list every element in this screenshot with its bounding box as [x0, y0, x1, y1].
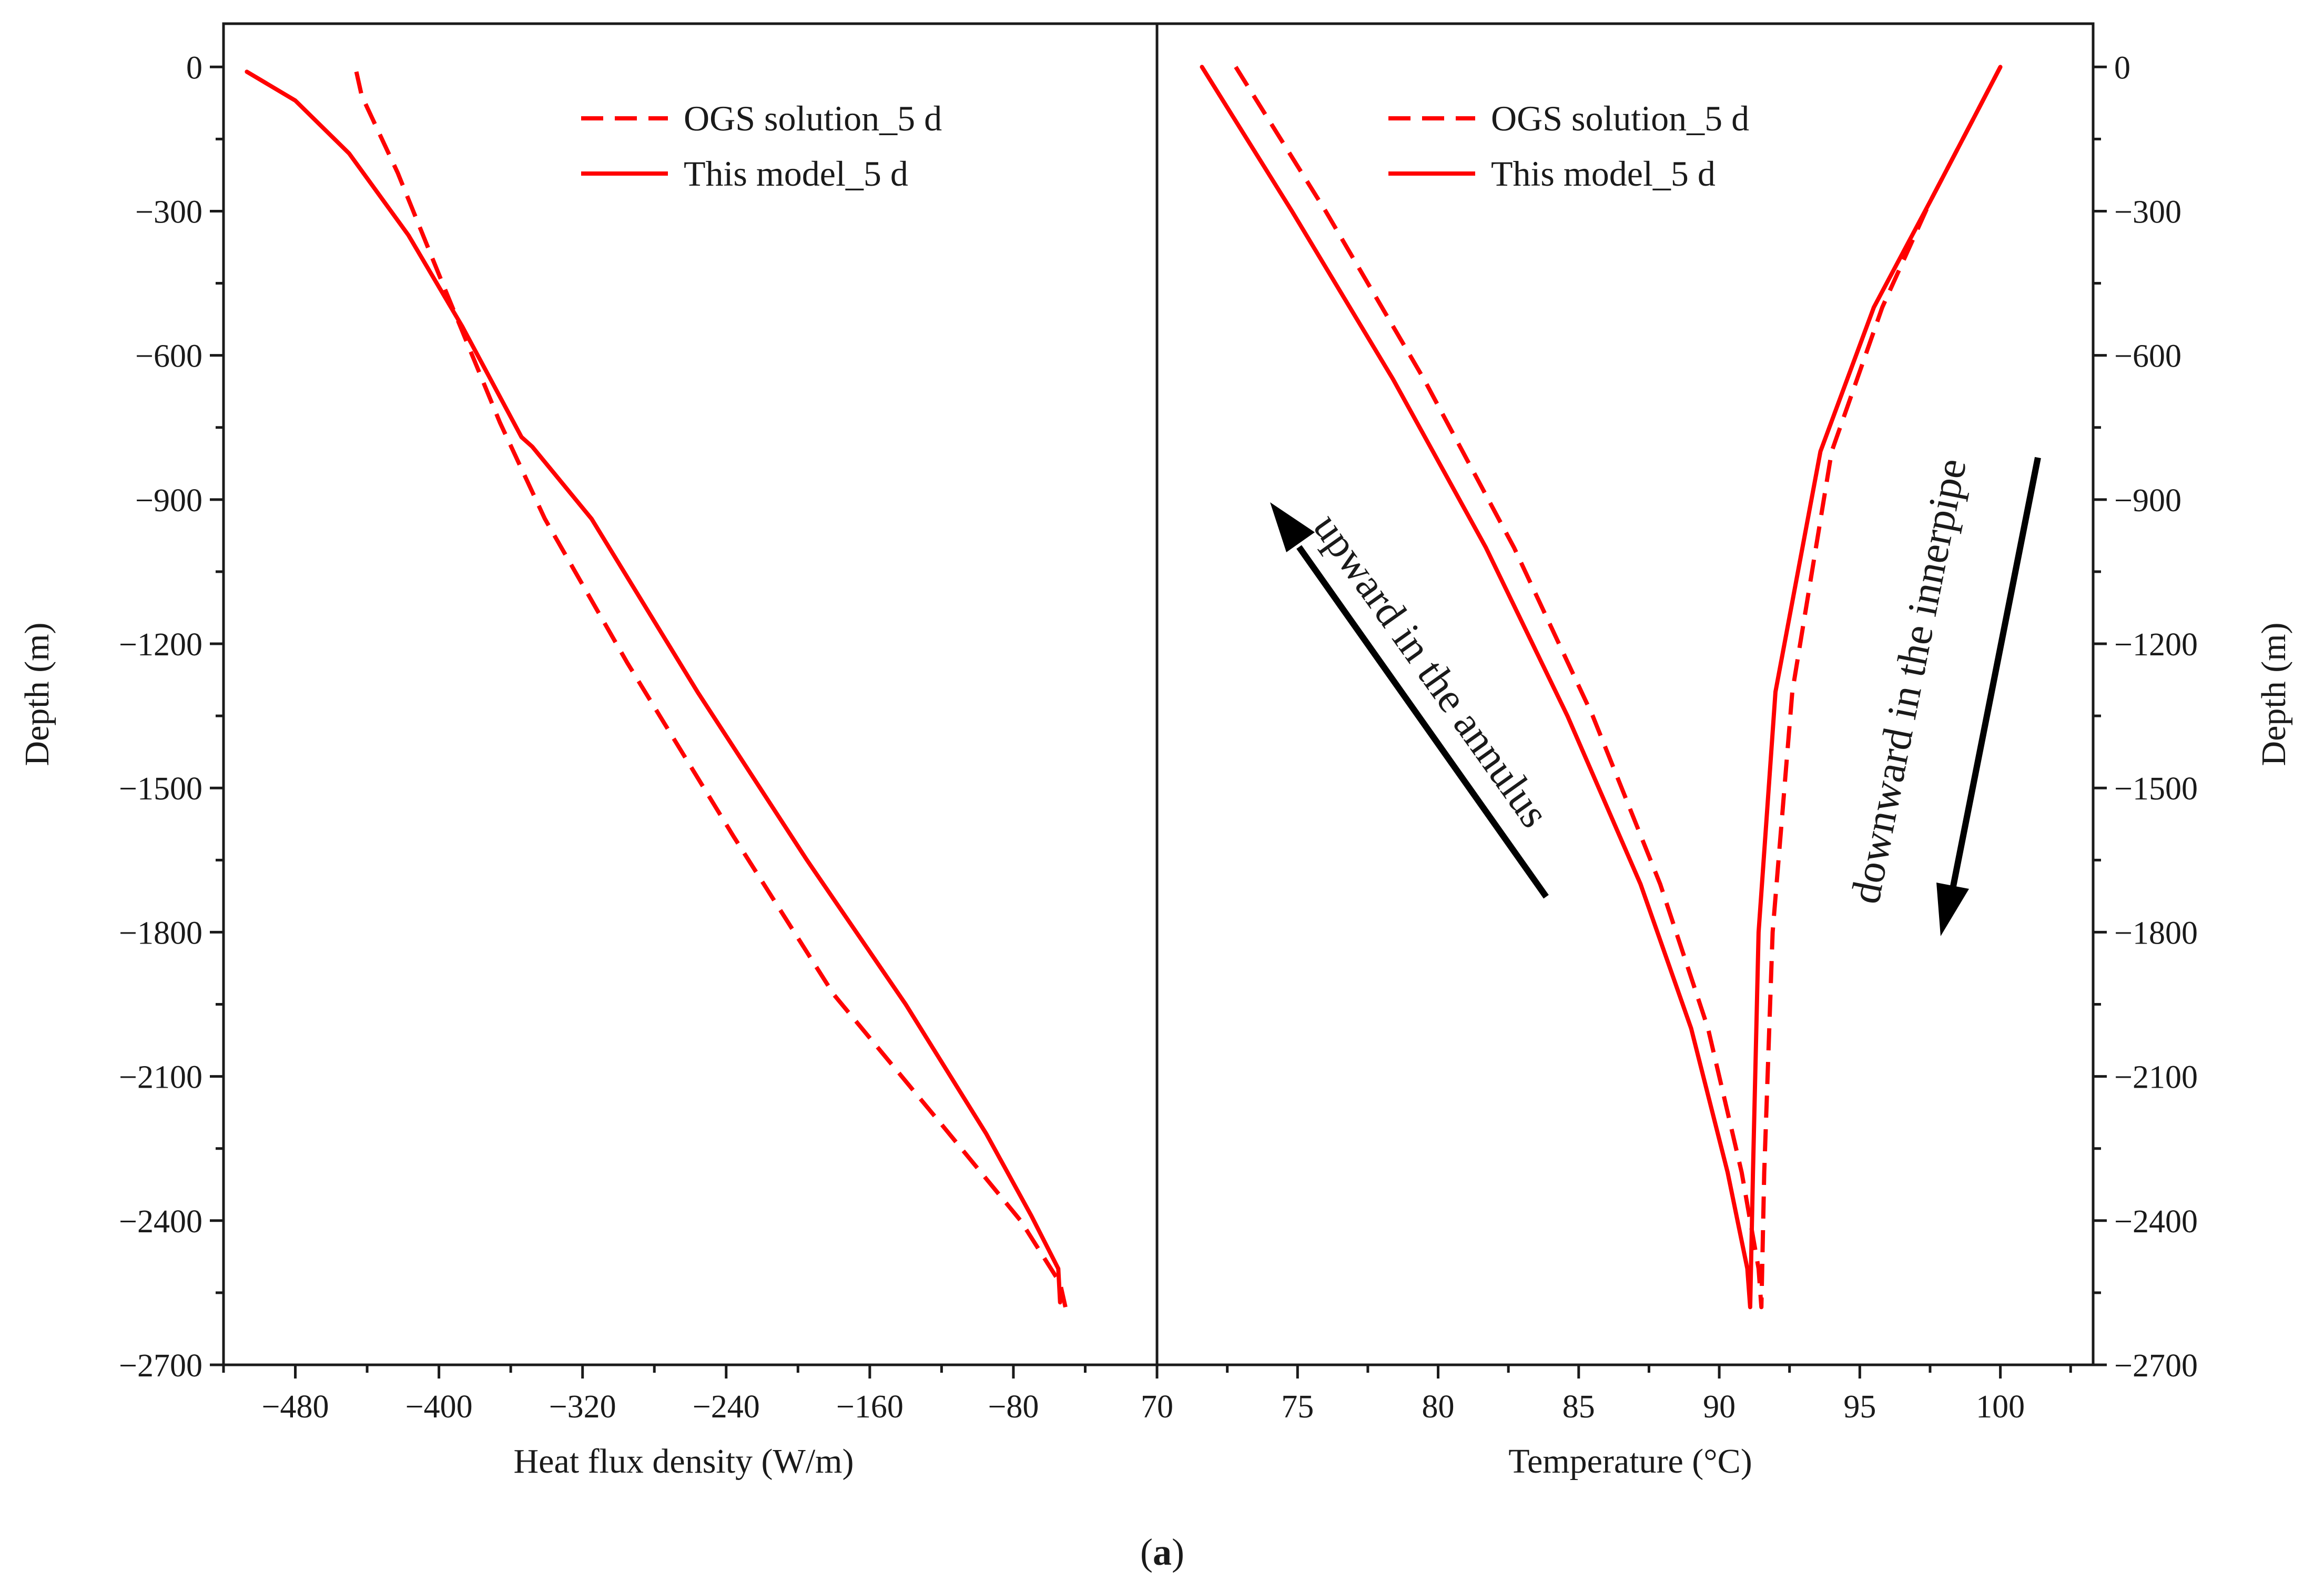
left-x-tick-label: −320: [549, 1389, 616, 1425]
right-legend-label-model: This model_5 d: [1491, 154, 1716, 194]
right-x-tick-label: 100: [1976, 1389, 2025, 1425]
right-legend-label-ogs: OGS solution_5 d: [1491, 98, 1749, 138]
downward-annotation-label: downward in the innerpipe: [1842, 455, 1975, 907]
right-series-group: [1200, 65, 2003, 1310]
right-y-tick-label: −900: [2114, 483, 2181, 519]
right-panel: 0 −300 −600 −900 −1200 −1500 −1800 −2100 −2400 −2…: [1141, 22, 2293, 1481]
left-legend: OGS solution_5 d This model_5 d: [581, 98, 942, 194]
left-series-ogs-solution-line: [354, 71, 1068, 1308]
left-ticks: 0 −300 −600 −900 −1200 −1500 −1800 −2100 −2400 −2…: [119, 50, 1087, 1425]
right-x-tick-label: 75: [1281, 1389, 1314, 1425]
right-x-tick-label: 85: [1562, 1389, 1595, 1425]
right-y-axis-title: Depth (m): [2255, 622, 2293, 766]
left-y-tick-label: −2400: [119, 1204, 202, 1240]
caption-letter: a: [1153, 1531, 1172, 1573]
right-y-tick-label: −2700: [2114, 1348, 2198, 1384]
left-y-tick-label: −1800: [119, 915, 202, 951]
left-legend-label-model: This model_5 d: [684, 154, 908, 194]
left-x-axis-title: Heat flux density (W/m): [514, 1442, 854, 1481]
left-y-tick-label: −1200: [119, 627, 202, 663]
left-y-tick-label: −2100: [119, 1060, 202, 1096]
right-y-tick-label: −300: [2114, 194, 2181, 230]
right-series-ogs-solution-line: [1234, 66, 2003, 1310]
downward-annotation: downward in the innerpipe: [1842, 455, 2041, 936]
right-y-tick-label: −600: [2114, 339, 2181, 374]
left-legend-label-ogs: OGS solution_5 d: [684, 98, 942, 138]
left-y-tick-label: −1500: [119, 771, 202, 807]
left-series-group: [245, 69, 1068, 1308]
right-y-tick-label: −2100: [2114, 1060, 2198, 1096]
left-y-tick-label: −2700: [119, 1348, 202, 1384]
left-y-tick-label: 0: [186, 50, 202, 86]
left-plot-frame: [222, 22, 1159, 1366]
left-x-tick-label: −480: [262, 1389, 329, 1425]
left-y-axis-title: Depth (m): [18, 622, 56, 766]
left-panel: 0 −300 −600 −900 −1200 −1500 −1800 −2100 −2400 −2…: [18, 22, 1159, 1481]
right-y-tick-label: −1500: [2114, 771, 2198, 807]
upward-annotation: upward in the annulus: [1270, 502, 1558, 899]
caption-open-paren: (: [1140, 1531, 1153, 1573]
left-x-tick-label: −400: [405, 1389, 473, 1425]
right-y-tick-label: −2400: [2114, 1204, 2198, 1240]
left-x-tick-label: −80: [988, 1389, 1039, 1425]
upward-arrow-shaft: [1296, 545, 1549, 899]
left-x-tick-label: −160: [836, 1389, 904, 1425]
left-x-tick-label: −240: [693, 1389, 760, 1425]
downward-arrow-head: [1936, 883, 1969, 936]
left-y-tick-label: −900: [135, 483, 202, 519]
right-y-tick-label: −1200: [2114, 627, 2198, 663]
left-y-tick-label: −300: [135, 194, 202, 230]
upward-arrow-head: [1270, 502, 1315, 552]
right-x-axis-title: Temperature (°C): [1508, 1442, 1752, 1481]
right-series-this-model-line: [1200, 65, 2003, 1310]
right-ticks: 0 −300 −600 −900 −1200 −1500 −1800 −2100 −2400 −2…: [1141, 50, 2198, 1425]
right-y-tick-label: −1800: [2114, 915, 2198, 951]
caption-close-paren: ): [1172, 1531, 1184, 1573]
left-series-this-model-line: [245, 69, 1062, 1305]
right-x-tick-label: 80: [1422, 1389, 1455, 1425]
right-plot-frame: [1155, 22, 2095, 1366]
left-y-tick-label: −600: [135, 339, 202, 374]
right-x-tick-label: 90: [1703, 1389, 1736, 1425]
right-legend: OGS solution_5 d This model_5 d: [1388, 98, 1749, 194]
upward-annotation-label: upward in the annulus: [1304, 505, 1558, 836]
right-y-tick-label: 0: [2114, 50, 2130, 86]
downward-arrow-shaft: [1950, 457, 2041, 890]
right-x-tick-label: 70: [1141, 1389, 1173, 1425]
right-x-tick-label: 95: [1843, 1389, 1876, 1425]
figure-caption: (a): [1140, 1531, 1184, 1573]
